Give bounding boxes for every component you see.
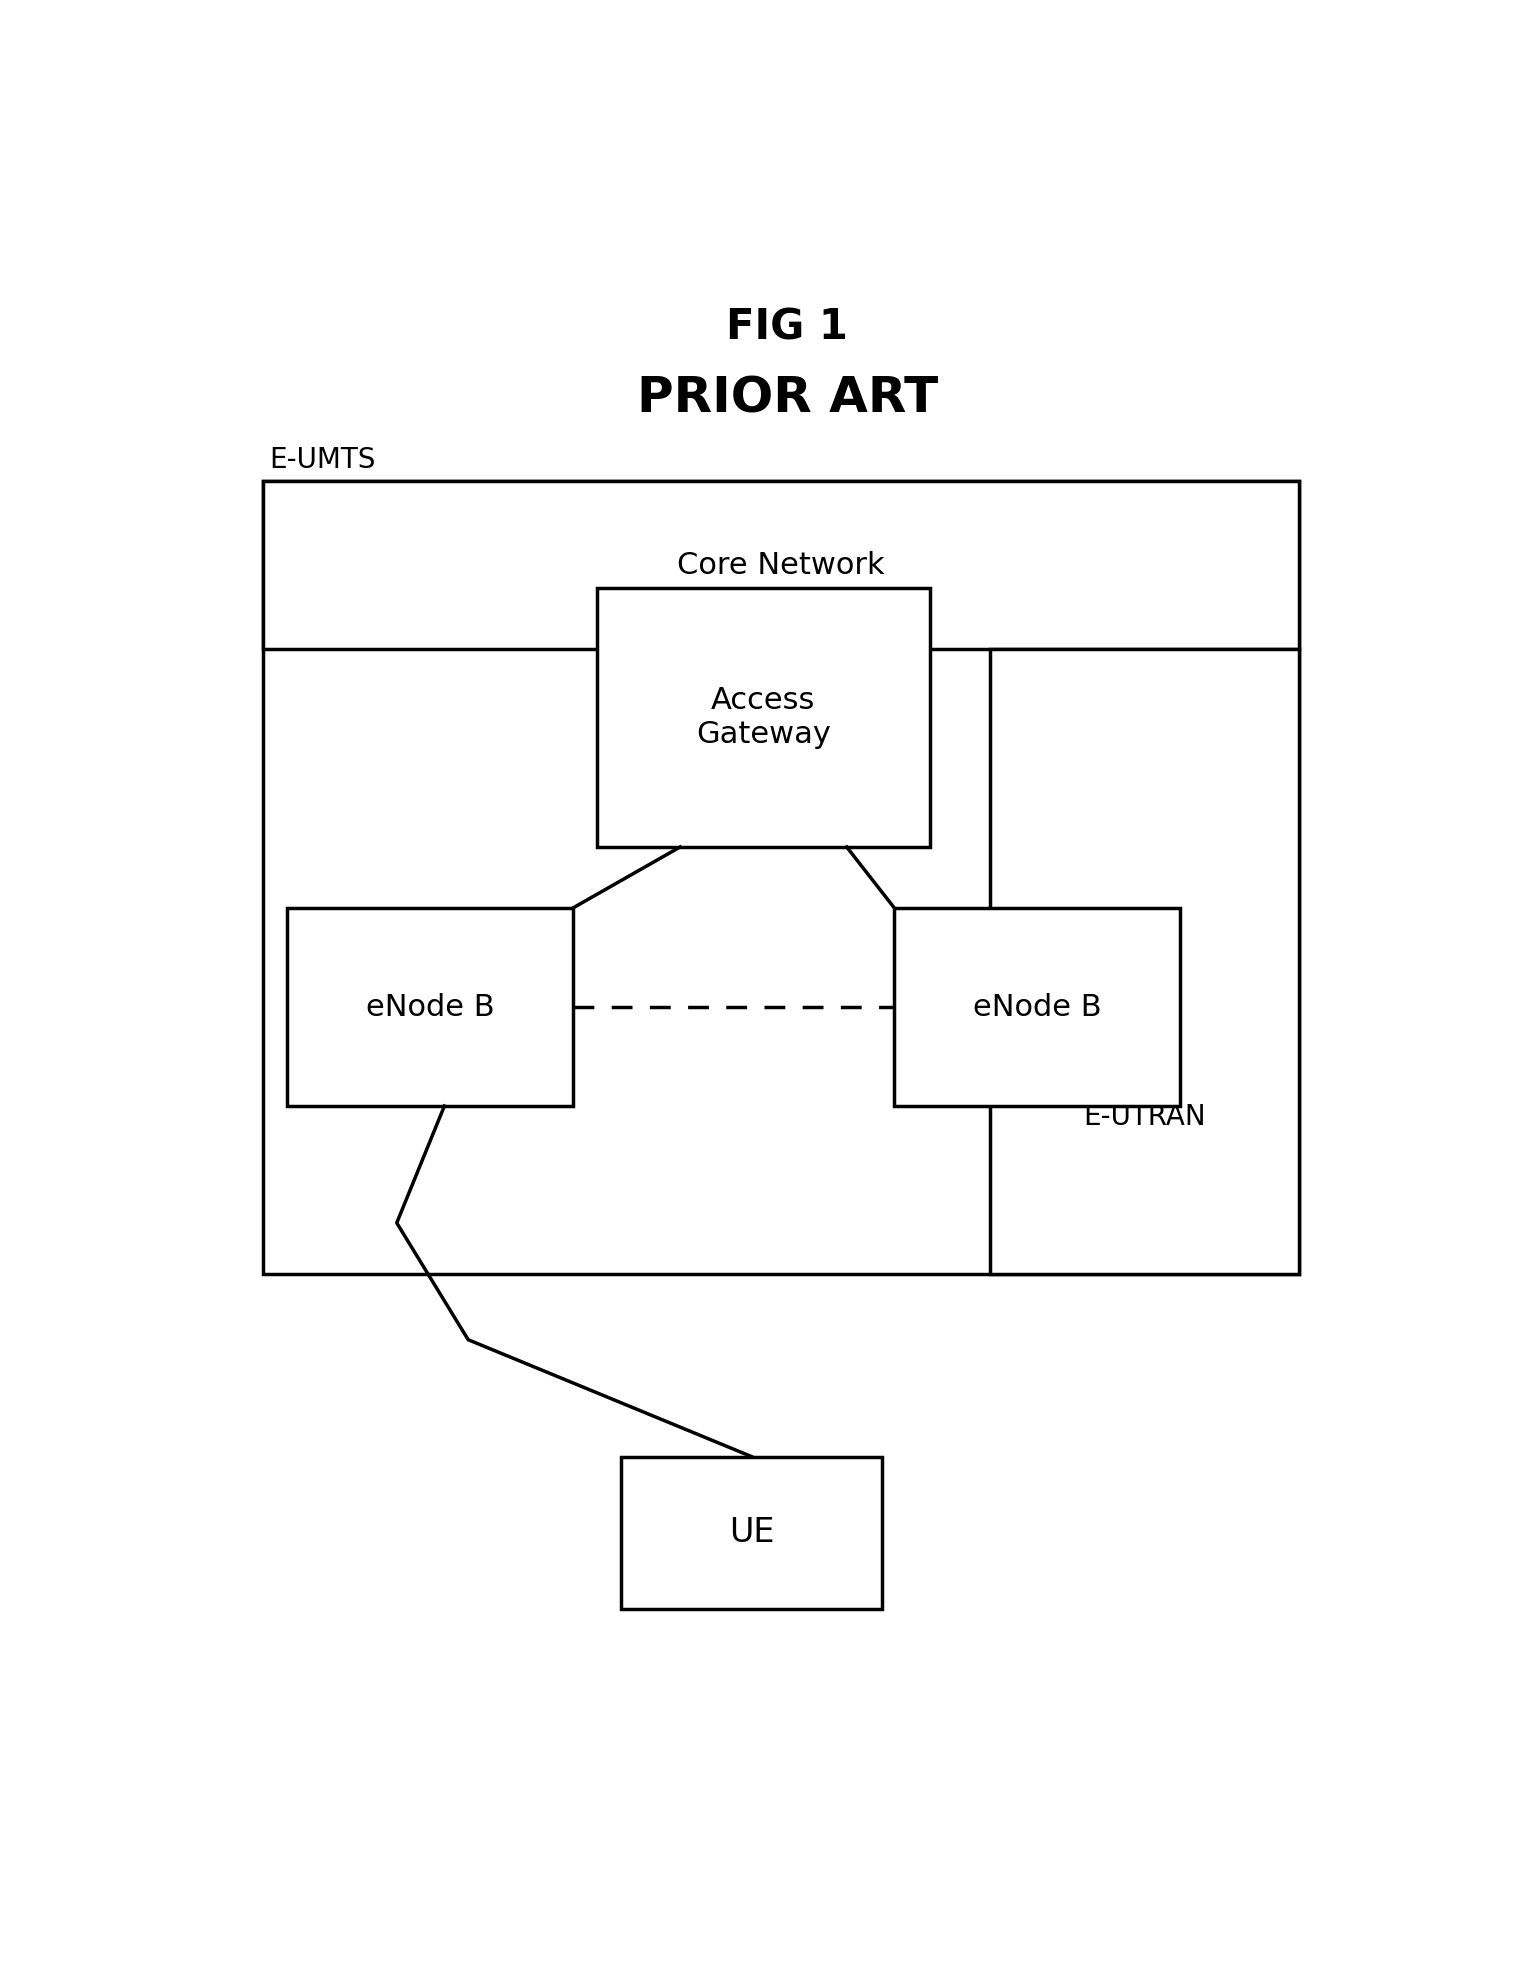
Bar [264,481,1299,1274]
Text: Core Network: Core Network [677,550,885,580]
Bar [989,649,1299,1274]
Text: UE: UE [728,1516,774,1550]
Bar [287,908,573,1106]
Text: E-UTRAN: E-UTRAN [1083,1104,1206,1132]
Text: eNode B: eNode B [972,993,1101,1021]
Text: FIG 1: FIG 1 [727,307,848,348]
Text: PRIOR ART: PRIOR ART [636,374,938,424]
Text: eNode B: eNode B [366,993,495,1021]
Bar [598,588,931,847]
Bar [894,908,1180,1106]
Text: E-UMTS: E-UMTS [269,445,376,473]
Text: Access
Gateway: Access Gateway [696,687,831,748]
Bar [264,481,1299,649]
Bar [621,1457,882,1609]
